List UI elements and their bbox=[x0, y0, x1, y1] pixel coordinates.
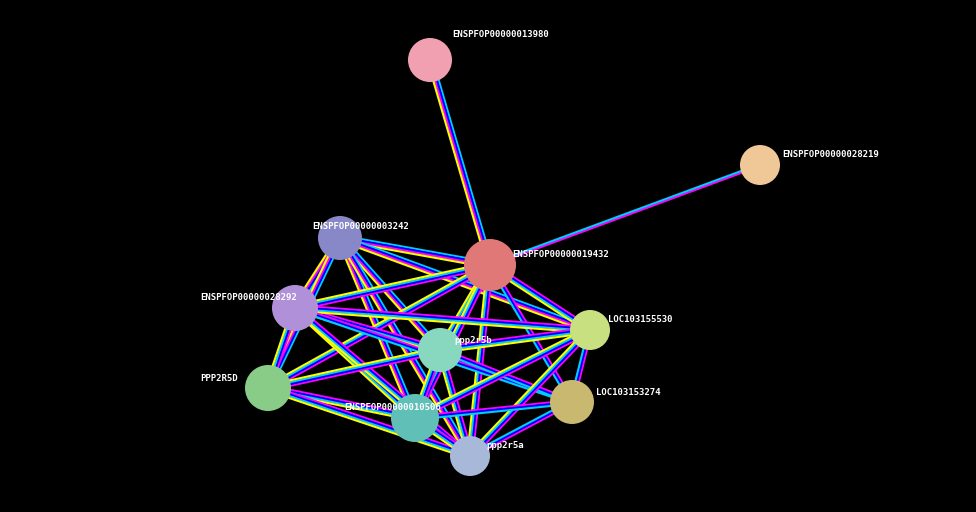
Text: ENSPFOP00000028292: ENSPFOP00000028292 bbox=[200, 293, 297, 302]
Circle shape bbox=[391, 394, 439, 442]
Circle shape bbox=[408, 38, 452, 82]
Text: ppp2r5a: ppp2r5a bbox=[486, 441, 524, 450]
Circle shape bbox=[550, 380, 594, 424]
Circle shape bbox=[450, 436, 490, 476]
Circle shape bbox=[570, 310, 610, 350]
Text: ppp2r5b: ppp2r5b bbox=[454, 336, 492, 345]
Text: ENSPFOP00000010506: ENSPFOP00000010506 bbox=[344, 403, 441, 412]
Circle shape bbox=[418, 328, 462, 372]
Text: ENSPFOP00000013980: ENSPFOP00000013980 bbox=[452, 30, 549, 39]
Circle shape bbox=[740, 145, 780, 185]
Circle shape bbox=[318, 216, 362, 260]
Text: ENSPFOP00000028219: ENSPFOP00000028219 bbox=[782, 150, 878, 159]
Text: ENSPFOP00000019432: ENSPFOP00000019432 bbox=[512, 250, 609, 259]
Text: LOC103153274: LOC103153274 bbox=[596, 388, 661, 397]
Text: ENSPFOP00000003242: ENSPFOP00000003242 bbox=[312, 222, 409, 231]
Text: LOC103155530: LOC103155530 bbox=[608, 315, 672, 324]
Text: PPP2R5D: PPP2R5D bbox=[200, 374, 237, 383]
Circle shape bbox=[464, 239, 516, 291]
Circle shape bbox=[272, 285, 318, 331]
Circle shape bbox=[245, 365, 291, 411]
